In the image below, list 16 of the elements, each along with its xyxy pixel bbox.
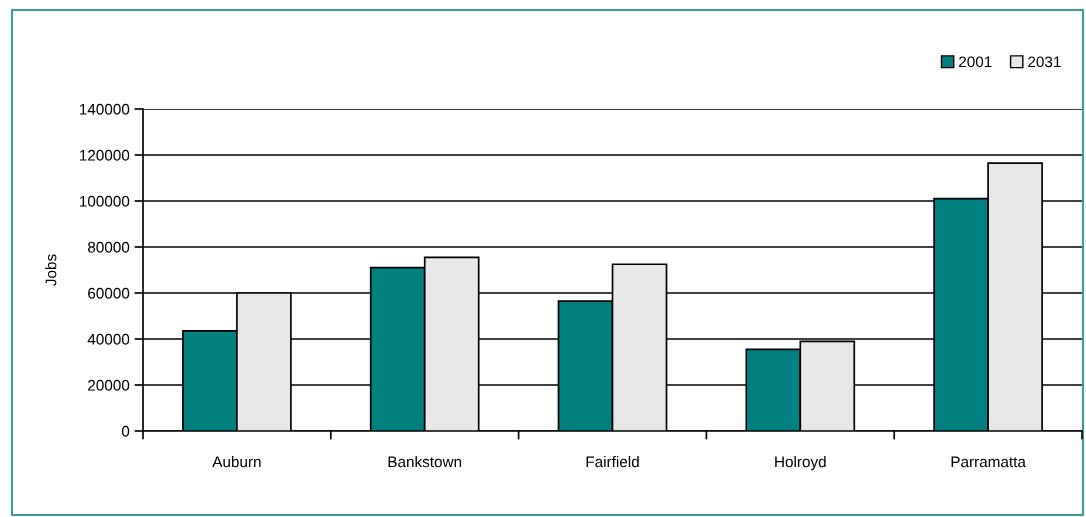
x-tick-label: Bankstown [388, 456, 462, 468]
legend-label: 2001 [959, 56, 992, 68]
x-tick-label: Holroyd [775, 456, 826, 471]
x-tick-label: Parramatta [951, 456, 1026, 468]
x-tick-label: Fairfield [586, 456, 639, 468]
y-tick-label: 100000 [80, 195, 130, 207]
y-tick-label: 60000 [88, 287, 130, 299]
legend-label: 2031 [1028, 56, 1061, 68]
y-tick-label: 140000 [80, 103, 130, 115]
y-tick-label: 80000 [87, 241, 130, 253]
y-axis-title: Jobs [45, 254, 57, 286]
y-tick-label: 20000 [88, 379, 130, 391]
y-tick-label: 40000 [87, 333, 130, 345]
y-tick-label: 120000 [80, 149, 130, 161]
x-tick-label: Auburn [212, 456, 261, 468]
y-tick-label: 0 [121, 425, 130, 437]
